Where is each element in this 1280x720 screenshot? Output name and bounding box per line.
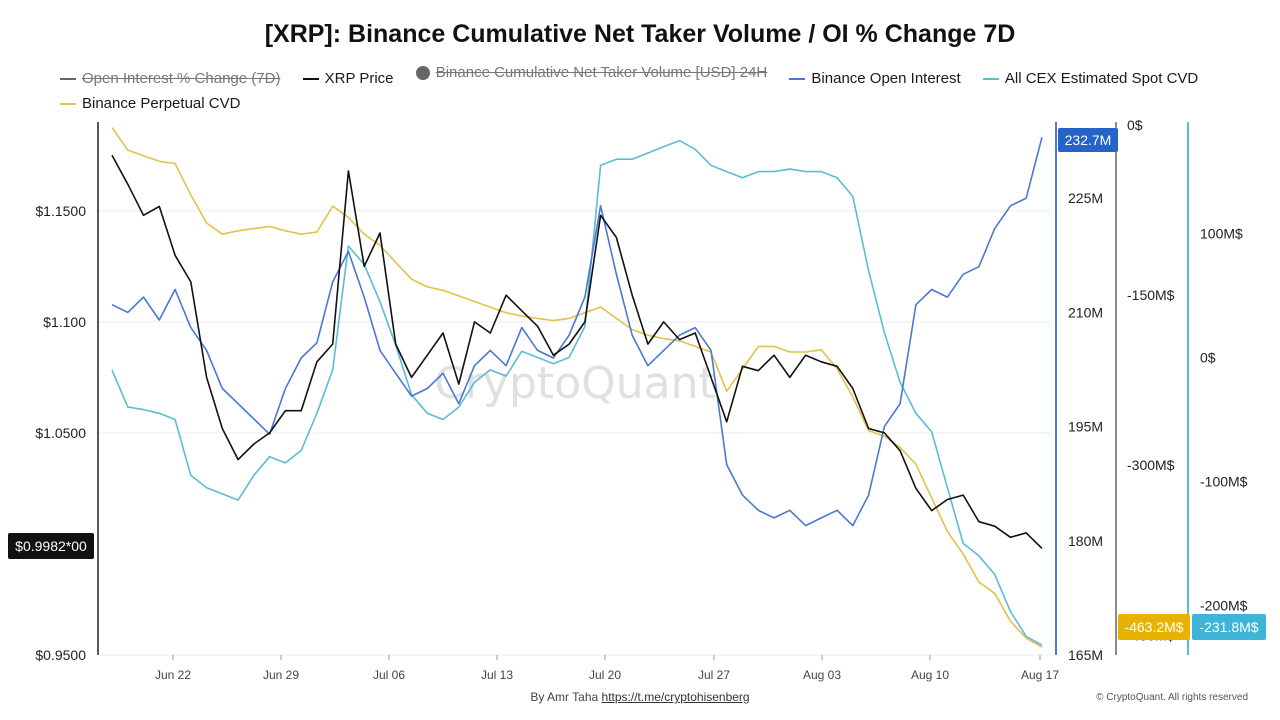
series-line-xrp-price xyxy=(111,154,1043,549)
legend-item-oi-change[interactable]: Open Interest % Change (7D) xyxy=(60,68,280,90)
perp-cvd-tick-label: 0$ xyxy=(1127,117,1143,133)
legend-swatch xyxy=(60,103,76,105)
series-line-binance-open-interest xyxy=(111,136,1043,527)
legend-swatch xyxy=(60,78,76,80)
spot-cvd-tick-label: 0$ xyxy=(1200,350,1216,366)
watermark-text: CryptoQuant xyxy=(434,358,716,409)
price-tick-label: $1.0500 xyxy=(35,425,86,441)
perp-cvd-tick-label: -300M$ xyxy=(1127,457,1175,473)
legend-label: All CEX Estimated Spot CVD xyxy=(1004,70,1199,87)
current-spot-cvd-label-bg xyxy=(1192,614,1266,640)
x-tick-label: Jul 06 xyxy=(373,668,405,682)
price-tick-label: $0.9500 xyxy=(35,647,86,663)
spot-cvd-tick-label: -100M$ xyxy=(1200,473,1248,489)
current-perp-cvd-label: -463.2M$ xyxy=(1124,619,1183,635)
legend-item-perp-cvd[interactable]: Binance Perpetual CVD xyxy=(60,93,240,115)
current-oi-label: 232.7M xyxy=(1065,132,1112,148)
legend-item-net-taker-volume[interactable]: Binance Cumulative Net Taker Volume [USD… xyxy=(415,62,768,84)
legend-label: Binance Open Interest xyxy=(811,70,961,87)
x-tick-label: Aug 17 xyxy=(1021,668,1059,682)
legend-item-xrp-price[interactable]: XRP Price xyxy=(302,68,394,90)
oi-tick-label: 165M xyxy=(1068,647,1103,663)
spot-cvd-tick-label: -200M$ xyxy=(1200,597,1248,613)
legend-item-spot-cvd[interactable]: All CEX Estimated Spot CVD xyxy=(982,68,1199,90)
current-spot-cvd-label: -231.8M$ xyxy=(1199,619,1258,635)
x-tick-label: Jun 22 xyxy=(155,668,191,682)
x-tick-label: Jul 27 xyxy=(698,668,730,682)
oi-tick-label: 195M xyxy=(1068,419,1103,435)
chart-legend: Open Interest % Change (7D) XRP Price Bi… xyxy=(60,62,1250,115)
oi-tick-label: 225M xyxy=(1068,190,1103,206)
legend-label: XRP Price xyxy=(324,70,394,87)
x-tick-label: Jul 13 xyxy=(481,668,513,682)
spot-cvd-tick-label: 100M$ xyxy=(1200,226,1243,242)
legend-swatch xyxy=(302,78,319,80)
price-tick-label: $1.100 xyxy=(43,314,86,330)
current-price-label-bg xyxy=(8,533,94,559)
x-tick-label: Aug 03 xyxy=(803,668,841,682)
copyright-text: © CryptoQuant. All rights reserved xyxy=(1096,692,1248,703)
price-tick-label: $1.1500 xyxy=(35,203,86,219)
perp-cvd-tick-label: -150M$ xyxy=(1127,287,1175,303)
legend-swatch xyxy=(789,78,806,80)
legend-swatch xyxy=(982,78,999,80)
series-line-all-cex-estimated-spot-cvd xyxy=(111,139,1043,646)
current-perp-cvd-label-bg xyxy=(1118,614,1190,640)
x-tick-label: Aug 10 xyxy=(911,668,949,682)
legend-label: Binance Perpetual CVD xyxy=(82,95,241,112)
x-tick-label: Jul 20 xyxy=(589,668,621,682)
x-tick-label: Jun 29 xyxy=(263,668,299,682)
chart-title: [XRP]: Binance Cumulative Net Taker Volu… xyxy=(264,20,1016,48)
legend-item-binance-oi[interactable]: Binance Open Interest xyxy=(789,68,961,90)
author-credit: By Amr Taha https://t.me/cryptohisenberg xyxy=(0,690,1280,704)
oi-tick-label: 210M xyxy=(1068,304,1103,320)
current-price-label: $0.9982*00 xyxy=(15,538,87,554)
legend-swatch xyxy=(415,66,430,80)
legend-label: Open Interest % Change (7D) xyxy=(82,70,281,87)
author-link[interactable]: https://t.me/cryptohisenberg xyxy=(601,690,750,704)
author-prefix: By Amr Taha xyxy=(530,690,599,704)
legend-label: Binance Cumulative Net Taker Volume [USD… xyxy=(435,64,768,81)
oi-tick-label: 180M xyxy=(1068,533,1103,549)
current-oi-label-bg xyxy=(1058,128,1118,152)
